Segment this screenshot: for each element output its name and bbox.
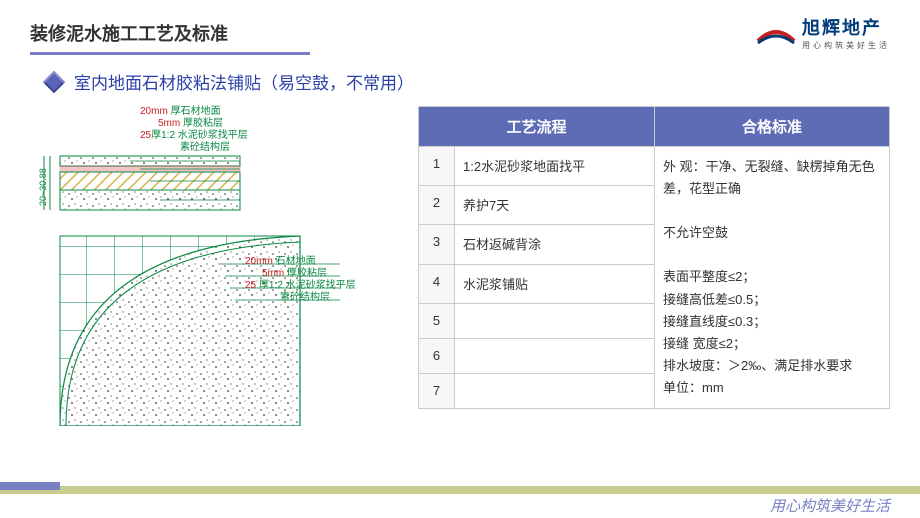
- diagram-label: 25 厚1:2 水泥砂浆找平层: [245, 280, 356, 292]
- row-proc: [455, 338, 655, 373]
- row-proc: 养护7天: [455, 186, 655, 225]
- row-idx: 7: [419, 373, 455, 408]
- construction-diagram: 20~30.88 20mm 厚石材地面 5mm 厚胶粘层 25厚1:2 水泥砂浆…: [30, 106, 400, 426]
- col-process: 工艺流程: [419, 107, 655, 147]
- row-proc: 水泥浆铺贴: [455, 264, 655, 303]
- section-subtitle: 室内地面石材胶粘法铺贴（易空鼓，不常用）: [74, 69, 414, 94]
- logo-slogan: 用心构筑美好生活: [802, 40, 890, 51]
- row-idx: 5: [419, 303, 455, 338]
- footer-bar: [0, 486, 920, 494]
- row-idx: 6: [419, 338, 455, 373]
- col-standard: 合格标准: [655, 107, 890, 147]
- diagram-label: 5mm 厚胶粘层: [158, 118, 223, 130]
- diagram-label: 素砼结构层: [180, 142, 230, 154]
- footer-slogan: 用心构筑美好生活: [770, 495, 890, 516]
- row-idx: 4: [419, 264, 455, 303]
- row-proc: [455, 303, 655, 338]
- row-idx: 3: [419, 225, 455, 264]
- row-idx: 1: [419, 147, 455, 186]
- row-idx: 2: [419, 186, 455, 225]
- row-proc: 1:2水泥砂浆地面找平: [455, 147, 655, 186]
- diagram-label: 20mm 石材地面: [245, 256, 316, 268]
- dim-label: 20~30.88: [38, 168, 48, 206]
- logo-mark-icon: [756, 21, 796, 45]
- diagram-label: 5mm 厚胶粘层: [262, 268, 327, 280]
- row-proc: 石材返碱背涂: [455, 225, 655, 264]
- diagram-label: 20mm 厚石材地面: [140, 106, 221, 118]
- process-table: 工艺流程 合格标准 11:2水泥砂浆地面找平外 观：干净、无裂缝、缺楞掉角无色差…: [418, 106, 890, 409]
- diagram-label: 25厚1:2 水泥砂浆找平层: [140, 130, 248, 142]
- company-logo: 旭辉地产 用心构筑美好生活: [756, 14, 890, 51]
- page-title: 装修泥水施工工艺及标准: [30, 20, 310, 55]
- standard-cell: 外 观：干净、无裂缝、缺楞掉角无色差，花型正确 不允许空鼓 表面平整度≤2； 接…: [655, 147, 890, 409]
- bullet-diamond-icon: [43, 70, 66, 93]
- diagram-label: 素砼结构层: [280, 292, 330, 304]
- logo-text: 旭辉地产: [802, 14, 890, 40]
- row-proc: [455, 373, 655, 408]
